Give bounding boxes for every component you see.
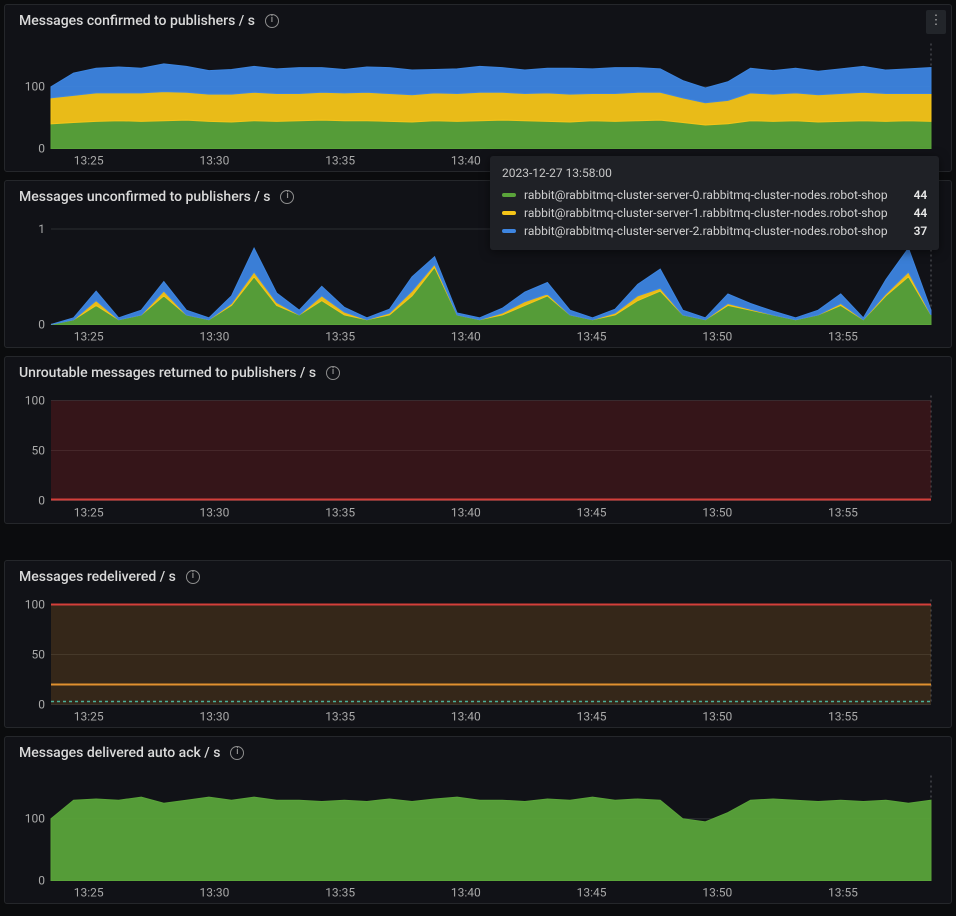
tooltip-label: rabbit@rabbitmq-cluster-server-2.rabbitm…: [524, 222, 888, 240]
panel-messages-redelivered: Messages redelivered / s i 0 50 100 13:25 13…: [4, 560, 952, 728]
svg-text:13:55: 13:55: [828, 710, 858, 724]
svg-text:13:40: 13:40: [451, 154, 481, 168]
svg-text:13:40: 13:40: [451, 506, 481, 520]
svg-text:13:45: 13:45: [577, 506, 607, 520]
panel-header: Messages redelivered / s i: [5, 561, 951, 589]
svg-text:13:45: 13:45: [577, 710, 607, 724]
info-icon[interactable]: i: [186, 570, 200, 584]
chart-auto-ack[interactable]: 0 100 13:25 13:30 13:35 13:40 13:45 13:50 13:55: [5, 765, 951, 903]
svg-text:100: 100: [25, 598, 45, 612]
svg-text:13:45: 13:45: [577, 886, 607, 900]
tooltip-value: 37: [914, 222, 928, 240]
chart-messages-confirmed[interactable]: 010013:2513:3013:3513:4013:4513:5013:55: [5, 33, 951, 171]
svg-text:13:30: 13:30: [199, 886, 229, 900]
svg-text:13:30: 13:30: [199, 710, 229, 724]
svg-text:1: 1: [38, 222, 45, 236]
svg-text:13:50: 13:50: [702, 506, 732, 520]
svg-text:13:55: 13:55: [828, 886, 858, 900]
svg-text:13:40: 13:40: [451, 710, 481, 724]
svg-text:13:40: 13:40: [451, 886, 481, 900]
svg-text:13:25: 13:25: [74, 710, 104, 724]
panel-header: Messages confirmed to publishers / s i: [5, 5, 951, 33]
tooltip-value: 44: [914, 186, 928, 204]
panel-messages-auto-ack: Messages delivered auto ack / s i 0 100 13…: [4, 736, 952, 904]
svg-text:0: 0: [38, 318, 45, 332]
panel-header: Unroutable messages returned to publishe…: [5, 357, 951, 385]
tooltip-label: rabbit@rabbitmq-cluster-server-0.rabbitm…: [524, 186, 888, 204]
svg-text:13:35: 13:35: [325, 710, 355, 724]
panel-title: Messages delivered auto ack / s: [19, 745, 220, 761]
svg-text:13:25: 13:25: [74, 154, 104, 168]
svg-text:13:25: 13:25: [74, 506, 104, 520]
chart-redelivered[interactable]: 0 50 100 13:25 13:30 13:35 13:40 13:45 13:50 13:5…: [5, 589, 951, 727]
svg-text:0: 0: [38, 698, 45, 712]
svg-text:100: 100: [25, 394, 45, 408]
tooltip-swatch: [502, 193, 516, 197]
svg-text:100: 100: [25, 80, 45, 94]
svg-text:13:50: 13:50: [702, 886, 732, 900]
info-icon[interactable]: i: [230, 746, 244, 760]
chart-tooltip: 2023-12-27 13:58:00 rabbit@rabbitmq-clus…: [490, 156, 939, 250]
tooltip-swatch: [502, 229, 516, 233]
tooltip-swatch: [502, 211, 516, 215]
svg-text:0: 0: [38, 874, 45, 888]
section-gap: [4, 532, 952, 560]
svg-text:0: 0: [38, 142, 45, 156]
svg-text:13:30: 13:30: [199, 330, 229, 344]
svg-text:13:35: 13:35: [325, 330, 355, 344]
tooltip-row: rabbit@rabbitmq-cluster-server-1.rabbitm…: [502, 204, 927, 222]
tooltip-value: 44: [914, 204, 928, 222]
panel-title: Unroutable messages returned to publishe…: [19, 365, 316, 381]
panel-unroutable-returned: Unroutable messages returned to publishe…: [4, 356, 952, 524]
svg-text:50: 50: [32, 444, 46, 458]
panel-title: Messages redelivered / s: [19, 569, 176, 585]
svg-text:13:35: 13:35: [325, 154, 355, 168]
panel-header: Messages delivered auto ack / s i: [5, 737, 951, 765]
svg-text:13:30: 13:30: [199, 154, 229, 168]
svg-text:13:35: 13:35: [325, 886, 355, 900]
tooltip-label: rabbit@rabbitmq-cluster-server-1.rabbitm…: [524, 204, 888, 222]
chart-unroutable[interactable]: 0 50 100 13:25 13:30 13:35 13:40 13:45 13:50 13:5…: [5, 385, 951, 523]
svg-text:13:40: 13:40: [451, 330, 481, 344]
svg-text:13:55: 13:55: [828, 330, 858, 344]
svg-text:50: 50: [32, 648, 46, 662]
panel-menu-button[interactable]: ⋮: [926, 10, 946, 34]
panel-title: Messages confirmed to publishers / s: [19, 13, 255, 29]
info-icon[interactable]: i: [280, 190, 294, 204]
tooltip-timestamp: 2023-12-27 13:58:00: [502, 166, 927, 180]
info-icon[interactable]: i: [265, 14, 279, 28]
tooltip-row: rabbit@rabbitmq-cluster-server-2.rabbitm…: [502, 222, 927, 240]
svg-text:13:55: 13:55: [828, 506, 858, 520]
panel-messages-confirmed: Messages confirmed to publishers / s i ⋮…: [4, 4, 952, 172]
svg-text:13:25: 13:25: [74, 886, 104, 900]
svg-text:13:35: 13:35: [325, 506, 355, 520]
tooltip-row: rabbit@rabbitmq-cluster-server-0.rabbitm…: [502, 186, 927, 204]
svg-text:0: 0: [38, 494, 45, 508]
svg-text:13:50: 13:50: [702, 710, 732, 724]
svg-text:13:50: 13:50: [702, 330, 732, 344]
svg-text:13:25: 13:25: [74, 330, 104, 344]
info-icon[interactable]: i: [326, 366, 340, 380]
panel-title: Messages unconfirmed to publishers / s: [19, 189, 270, 205]
svg-text:13:45: 13:45: [577, 330, 607, 344]
svg-text:13:30: 13:30: [199, 506, 229, 520]
svg-text:100: 100: [25, 812, 45, 826]
